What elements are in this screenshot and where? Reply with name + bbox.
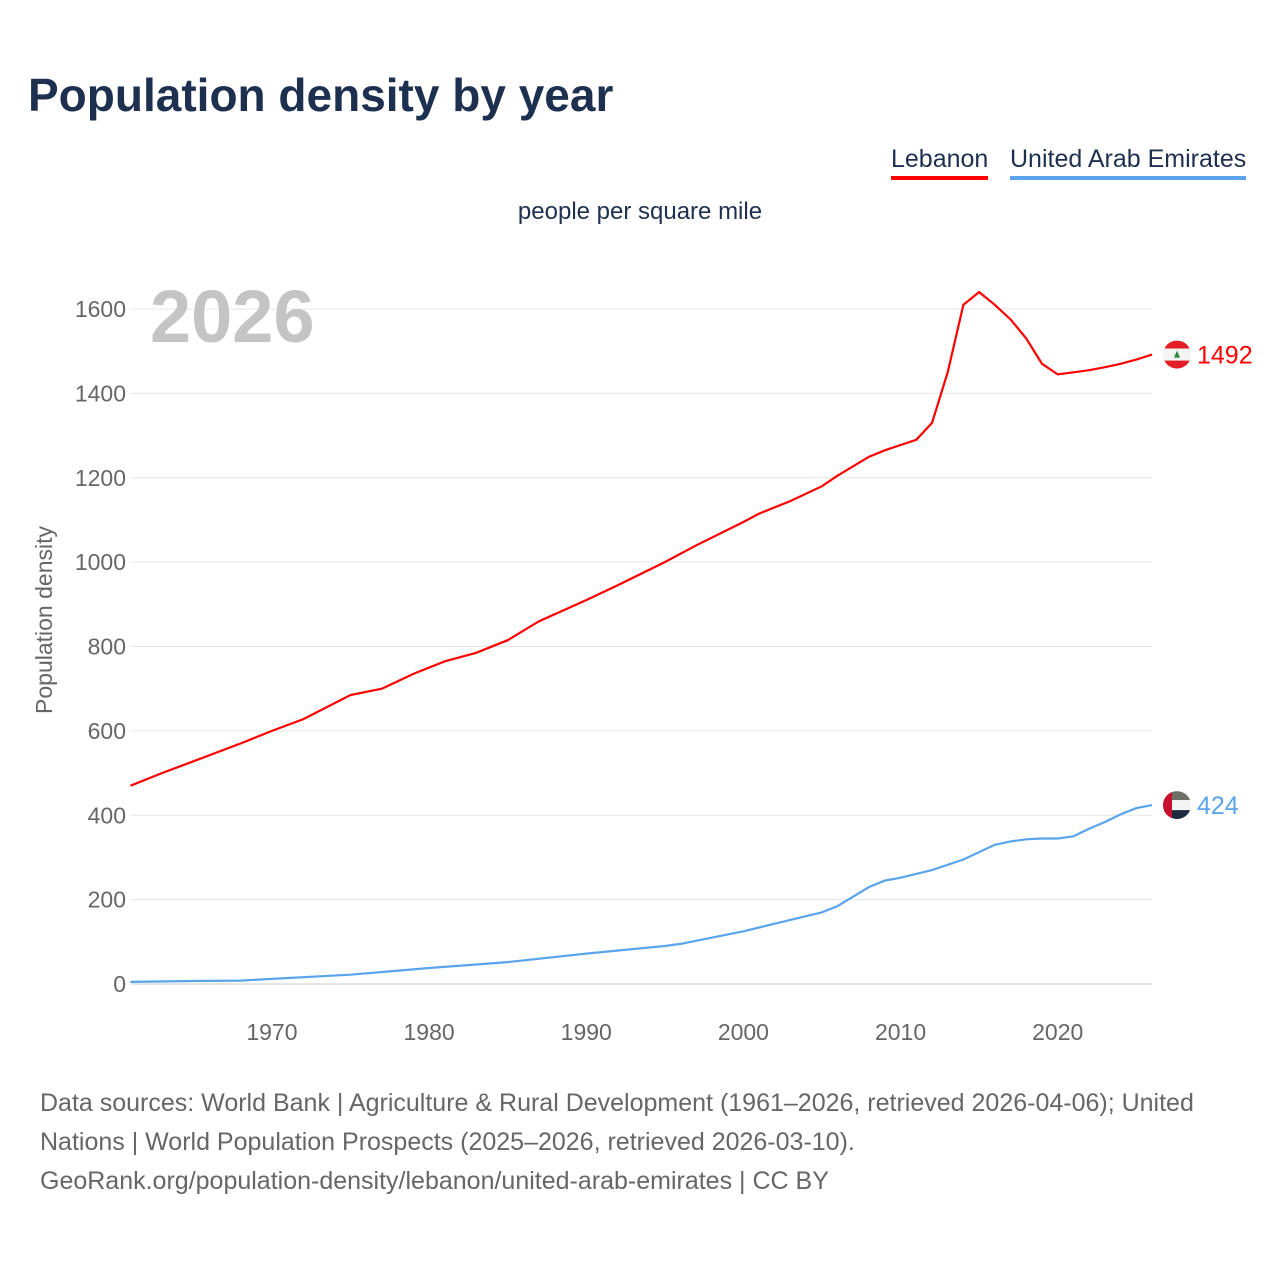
flag-stripe (1163, 791, 1191, 801)
series-line-lebanon (130, 290, 1153, 787)
y-tick-label: 1400 (75, 380, 126, 406)
chart-title: Population density by year (28, 69, 614, 121)
end-value-label: 1492 (1197, 342, 1253, 370)
end-value-label: 424 (1197, 792, 1239, 820)
legend-lebanon[interactable]: Lebanon (891, 145, 989, 180)
x-tick-label: 2010 (875, 1019, 926, 1045)
y-tick-label: 800 (88, 634, 126, 660)
year-label: 2026 (150, 275, 315, 358)
x-tick-label: 2020 (1032, 1019, 1083, 1045)
x-tick-label: 1980 (404, 1019, 455, 1045)
footer: Data sources: World Bank | Agriculture &… (40, 1084, 1250, 1201)
y-axis-label: Population density (31, 526, 57, 714)
uae-flag-icon (1163, 791, 1191, 820)
flag-stripe (1163, 360, 1191, 369)
legend-uae[interactable]: United Arab Emirates (1010, 145, 1247, 180)
y-tick-label: 1000 (75, 549, 126, 575)
data-sources: Data sources: World Bank | Agriculture &… (40, 1089, 1194, 1156)
source-link[interactable]: GeoRank.org/population-density/lebanon/u… (40, 1167, 829, 1195)
chart-subtitle: people per square mile (517, 198, 763, 225)
y-tick-label: 600 (88, 718, 126, 744)
flag-stripe (1163, 791, 1172, 820)
cedar-icon (1174, 350, 1180, 358)
flag-stripe (1163, 340, 1191, 349)
flag-stripe (1163, 800, 1191, 811)
y-tick-label: 200 (88, 887, 126, 913)
x-tick-label: 1970 (246, 1019, 297, 1045)
y-tick-label: 1200 (75, 465, 126, 491)
y-tick-label: 400 (88, 802, 126, 828)
y-tick-label: 0 (113, 971, 126, 997)
y-tick-label: 1600 (75, 296, 126, 322)
x-tick-label: 2000 (718, 1019, 769, 1045)
lebanon-flag-icon (1163, 340, 1191, 369)
flag-stripe (1163, 810, 1191, 820)
x-tick-label: 1990 (561, 1019, 612, 1045)
series-line-uae (130, 804, 1153, 983)
